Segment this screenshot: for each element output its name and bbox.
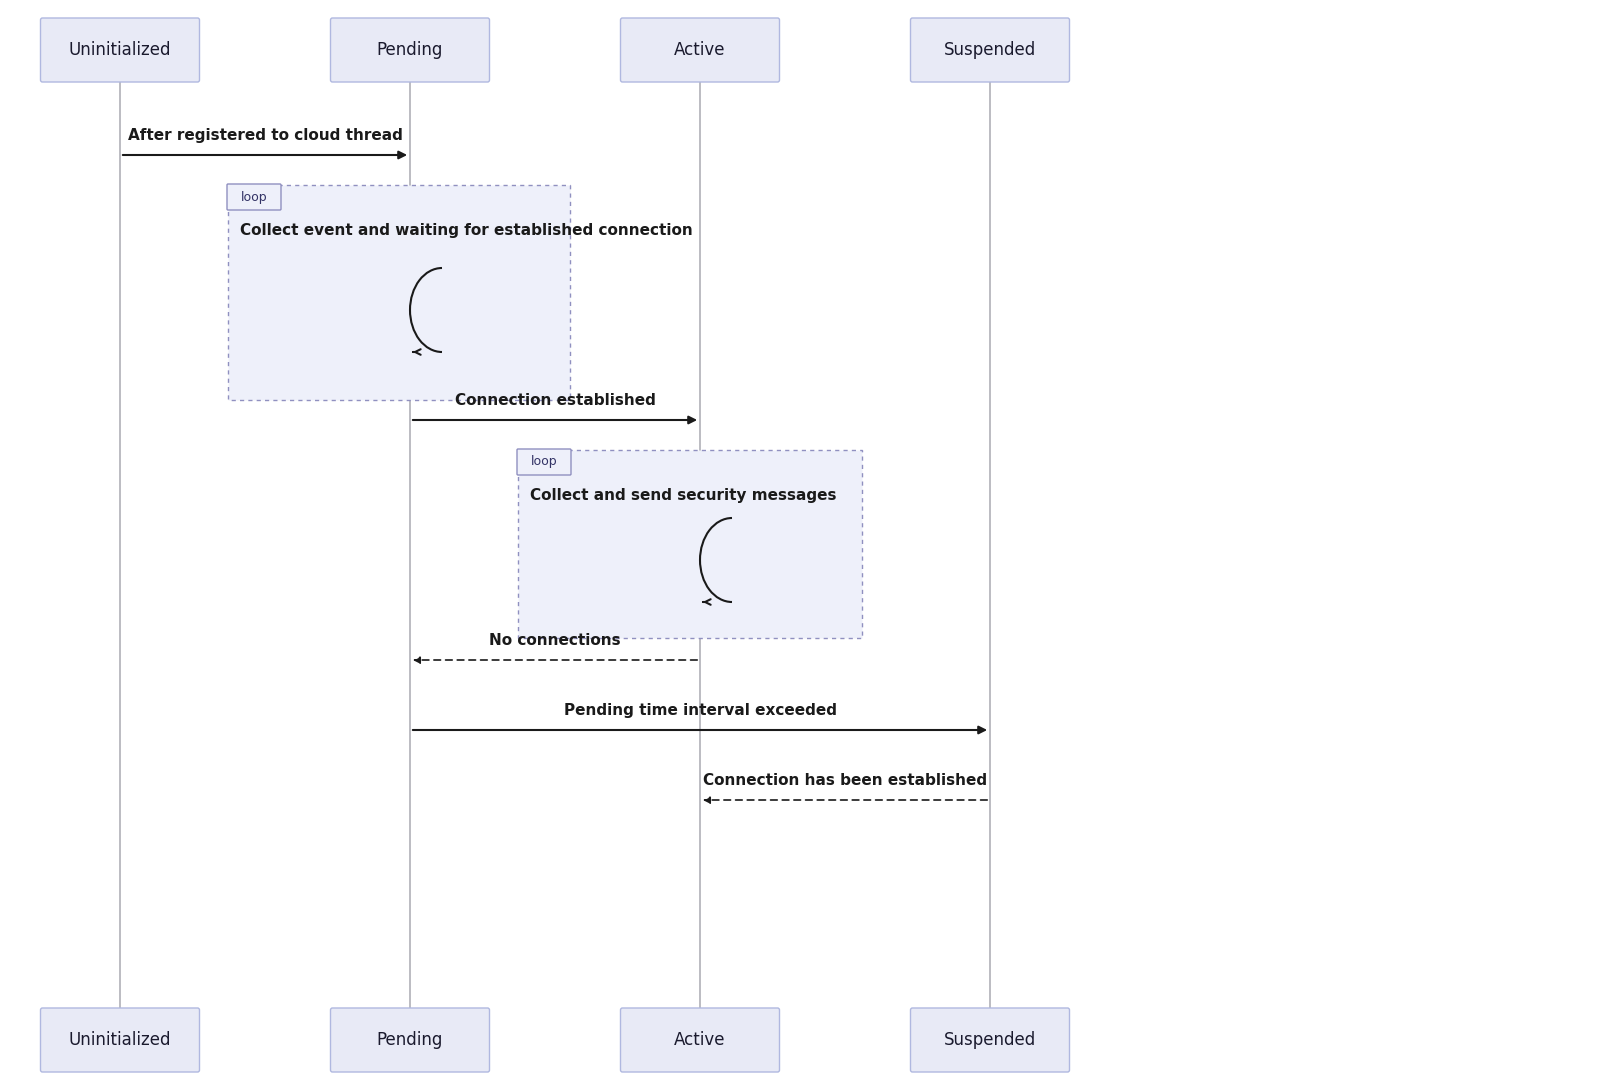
Text: Suspended: Suspended: [944, 1030, 1036, 1049]
Text: No connections: No connections: [489, 633, 622, 648]
Text: After registered to cloud thread: After registered to cloud thread: [128, 128, 402, 143]
Text: Uninitialized: Uninitialized: [69, 41, 171, 59]
FancyBboxPatch shape: [227, 184, 280, 210]
FancyBboxPatch shape: [517, 449, 570, 475]
Text: Pending time interval exceeded: Pending time interval exceeded: [564, 703, 836, 719]
Text: Suspended: Suspended: [944, 41, 1036, 59]
FancyBboxPatch shape: [40, 18, 200, 82]
FancyBboxPatch shape: [227, 185, 570, 400]
FancyBboxPatch shape: [40, 1008, 200, 1072]
FancyBboxPatch shape: [330, 18, 490, 82]
Text: Uninitialized: Uninitialized: [69, 1030, 171, 1049]
FancyBboxPatch shape: [910, 1008, 1070, 1072]
FancyBboxPatch shape: [517, 450, 862, 638]
Text: Pending: Pending: [376, 41, 444, 59]
Text: Active: Active: [674, 1030, 726, 1049]
FancyBboxPatch shape: [620, 18, 780, 82]
FancyBboxPatch shape: [620, 1008, 780, 1072]
Text: Collect and send security messages: Collect and send security messages: [530, 488, 836, 503]
Text: loop: loop: [240, 190, 268, 203]
FancyBboxPatch shape: [330, 1008, 490, 1072]
Text: Collect event and waiting for established connection: Collect event and waiting for establishe…: [240, 223, 692, 238]
FancyBboxPatch shape: [910, 18, 1070, 82]
Text: Active: Active: [674, 41, 726, 59]
Text: Pending: Pending: [376, 1030, 444, 1049]
Text: Connection established: Connection established: [455, 393, 655, 408]
Text: loop: loop: [530, 455, 557, 468]
Text: Connection has been established: Connection has been established: [703, 773, 987, 788]
